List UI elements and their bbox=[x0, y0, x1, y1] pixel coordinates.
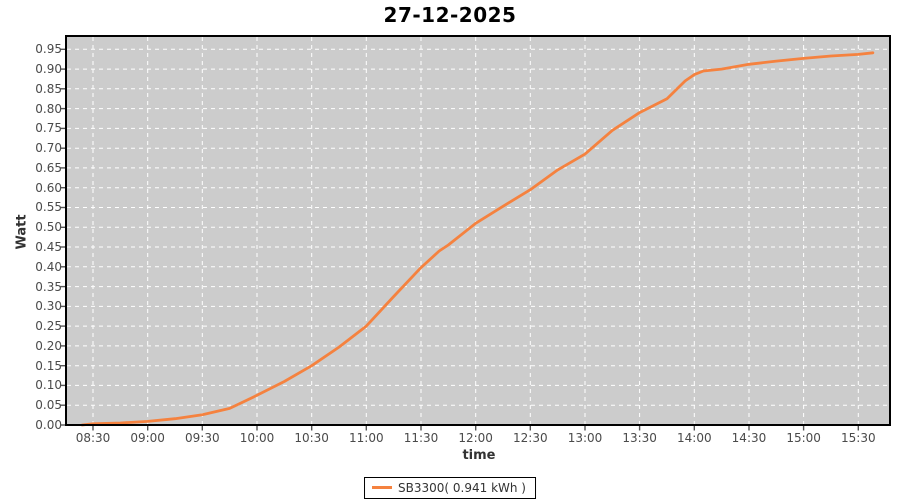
x-tick-label: 15:30 bbox=[841, 431, 876, 445]
y-tick-label: 0.00 bbox=[35, 418, 62, 432]
x-tick-label: 12:30 bbox=[513, 431, 548, 445]
legend-line-swatch bbox=[372, 486, 393, 489]
chart-title: 27-12-2025 bbox=[383, 3, 517, 27]
x-tick-label: 09:00 bbox=[130, 431, 165, 445]
axis-ticks bbox=[60, 48, 859, 431]
x-tick-label: 13:30 bbox=[622, 431, 657, 445]
x-tick-label: 10:00 bbox=[239, 431, 275, 445]
y-tick-label: 0.05 bbox=[35, 398, 62, 413]
y-tick-label: 0.20 bbox=[35, 338, 62, 353]
y-tick-label: 0.10 bbox=[35, 378, 62, 393]
y-tick-label: 0.60 bbox=[35, 180, 62, 195]
x-tick-label: 10:30 bbox=[294, 431, 329, 445]
y-tick-label: 0.50 bbox=[35, 220, 62, 235]
plot-border bbox=[65, 35, 891, 426]
y-tick-label: 0.40 bbox=[35, 259, 62, 274]
series-line bbox=[80, 51, 875, 427]
y-tick-label: 0.80 bbox=[35, 101, 62, 116]
plot-area bbox=[66, 36, 890, 425]
y-tick-label: 0.85 bbox=[35, 81, 62, 96]
y-tick-label: 0.35 bbox=[35, 279, 62, 294]
y-tick-label: 0.90 bbox=[35, 62, 62, 77]
x-axis-title: time bbox=[462, 448, 496, 463]
y-tick-label: 0.15 bbox=[35, 358, 62, 373]
y-tick-label: 0.45 bbox=[35, 240, 62, 255]
x-tick-label: 14:00 bbox=[677, 431, 712, 445]
x-tick-label: 09:30 bbox=[185, 431, 220, 445]
x-tick-label: 08:30 bbox=[75, 431, 111, 445]
y-tick-label: 0.70 bbox=[35, 141, 62, 156]
x-tick-label: 11:00 bbox=[349, 431, 384, 445]
legend-series-label: SB3300( 0.941 kWh ) bbox=[398, 480, 526, 495]
x-tick-label: 13:00 bbox=[567, 431, 603, 445]
y-tick-label: 0.65 bbox=[35, 160, 62, 175]
x-tick-label: 15:00 bbox=[786, 431, 821, 445]
y-tick-label: 0.75 bbox=[35, 121, 62, 136]
gridlines bbox=[67, 37, 889, 424]
y-tick-label: 0.55 bbox=[35, 200, 62, 215]
x-tick-label: 12:00 bbox=[458, 431, 493, 445]
y-tick-label: 0.95 bbox=[35, 42, 62, 57]
x-tick-label: 14:30 bbox=[731, 431, 767, 445]
y-tick-label: 0.30 bbox=[35, 299, 62, 314]
y-axis-title: Watt bbox=[14, 214, 30, 250]
legend: SB3300( 0.941 kWh ) bbox=[364, 477, 536, 499]
x-tick-label: 11:30 bbox=[403, 431, 439, 445]
y-tick-label: 0.25 bbox=[35, 319, 62, 334]
